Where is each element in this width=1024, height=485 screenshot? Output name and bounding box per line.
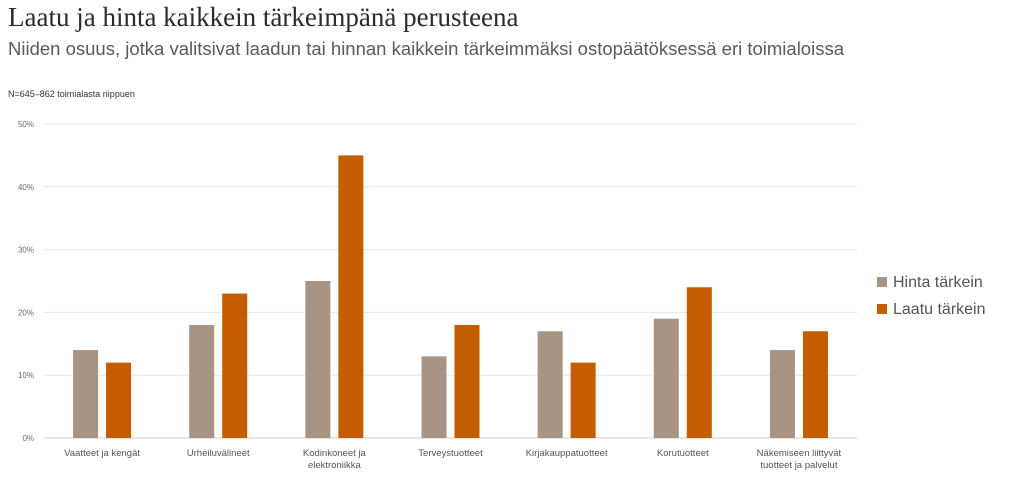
x-category-label: Kirjakauppatuotteet xyxy=(526,448,608,459)
y-axis: 0% 10% 20% 30% 40% 50% xyxy=(18,120,34,443)
x-category-label: elektroniikka xyxy=(308,460,362,471)
chart-subtitle: Niiden osuus, jotka valitsivat laadun ta… xyxy=(8,38,844,59)
x-category-label: Vaatteet ja kengät xyxy=(64,448,140,459)
y-tick-label: 10% xyxy=(18,371,34,380)
x-category-label: Näkemiseen liittyvät xyxy=(757,448,842,459)
bar-laatu xyxy=(570,362,596,438)
bar-laatu xyxy=(802,331,828,438)
bar-hinta xyxy=(421,356,447,438)
x-category-label: tuotteet ja palvelut xyxy=(760,460,837,471)
bar-hinta xyxy=(73,350,99,438)
bar-laatu xyxy=(106,362,132,438)
bars xyxy=(73,155,828,438)
bar-hinta xyxy=(537,331,563,438)
bar-hinta xyxy=(653,318,679,438)
bar-laatu xyxy=(222,293,248,438)
bar-hinta xyxy=(305,281,331,438)
y-tick-label: 0% xyxy=(22,434,34,443)
legend-label: Laatu tärkein xyxy=(893,301,986,318)
y-tick-label: 30% xyxy=(18,246,34,255)
gridlines xyxy=(44,123,857,439)
y-tick-label: 40% xyxy=(18,183,34,192)
y-tick-label: 20% xyxy=(18,308,34,317)
y-tick-label: 50% xyxy=(18,120,34,129)
legend: Hinta tärkein Laatu tärkein xyxy=(877,274,986,318)
x-category-label: Urheiluvälineet xyxy=(187,448,250,459)
x-category-label: Korutuotteet xyxy=(657,448,709,459)
bar-hinta xyxy=(189,324,215,438)
legend-swatch xyxy=(877,277,887,287)
x-category-label: Kodinkoneet ja xyxy=(303,448,367,459)
x-category-label: Terveystuotteet xyxy=(418,448,483,459)
x-axis: Vaatteet ja kengät Urheiluvälineet Kodinko… xyxy=(64,448,841,471)
bar-laatu xyxy=(338,155,364,438)
bar-laatu xyxy=(686,287,712,438)
sample-size-note: N=645–862 toimialasta riippuen xyxy=(8,89,135,99)
legend-label: Hinta tärkein xyxy=(893,274,983,291)
bar-hinta xyxy=(769,350,795,438)
bar-laatu xyxy=(454,324,480,438)
legend-swatch xyxy=(877,304,887,314)
chart-title: Laatu ja hinta kaikkein tärkeimpänä peru… xyxy=(8,2,519,32)
